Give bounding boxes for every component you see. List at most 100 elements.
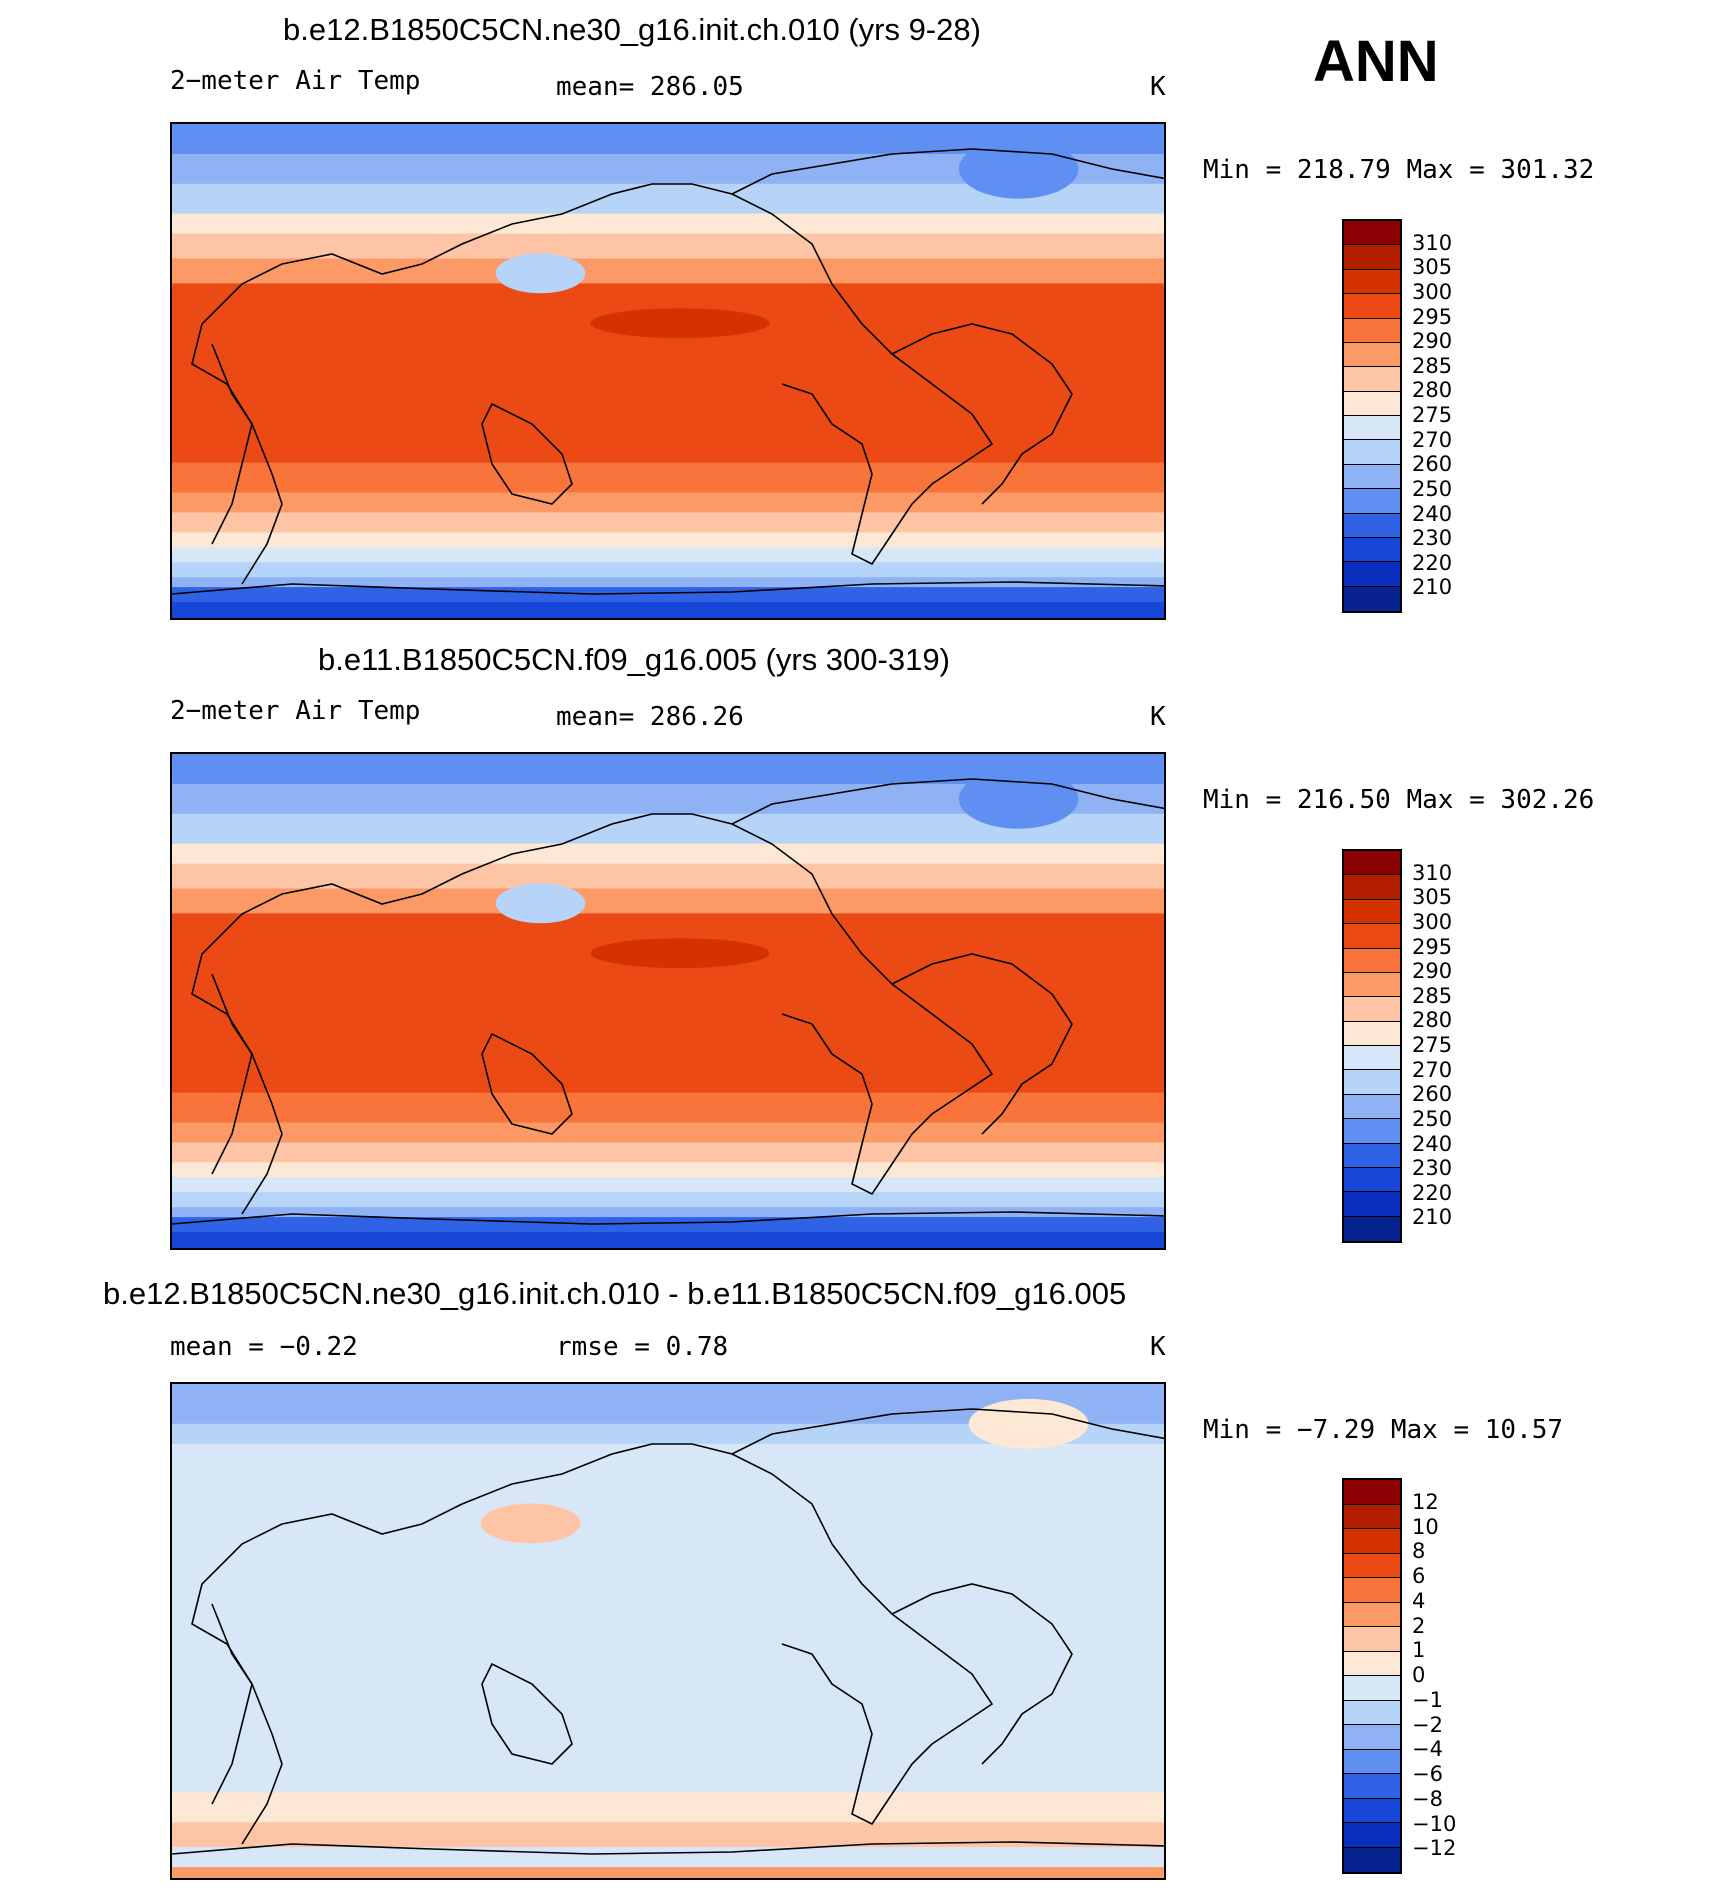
panel-2-colorbar [1342, 849, 1402, 1243]
contour-band [172, 532, 1164, 549]
colorbar-tick-label: 270 [1412, 1057, 1453, 1082]
panel-3-mean-label: mean = −0.22 [170, 1332, 358, 1362]
panel-2-variable-label: 2−meter Air Temp [170, 696, 421, 726]
contour-band [172, 577, 1164, 589]
contour-band [172, 1822, 1164, 1849]
contour-band [172, 888, 1164, 915]
colorbar-swatch [1344, 245, 1400, 270]
contour-band [172, 233, 1164, 260]
colorbar-swatch [1344, 997, 1400, 1022]
contour-band [172, 843, 1164, 865]
colorbar-swatch [1344, 1651, 1400, 1676]
coastline [891, 953, 1073, 1135]
contour-band [172, 1122, 1164, 1144]
contour-band [172, 1792, 1164, 1824]
colorbar-tick-label: 2 [1412, 1613, 1426, 1638]
coastline [172, 581, 1164, 595]
colorbar-swatch [1344, 1676, 1400, 1701]
colorbar-swatch [1344, 464, 1400, 490]
contour-band [172, 1423, 1164, 1445]
contour-band [172, 1192, 1164, 1209]
contour-band [172, 213, 1164, 235]
colorbar-tick-label: 8 [1412, 1539, 1426, 1564]
coastline [172, 1211, 1164, 1225]
contour-band [172, 1847, 1164, 1868]
colorbar-tick-label: 300 [1412, 909, 1453, 934]
colorbar-tick-label: −10 [1412, 1811, 1457, 1836]
contour-band [172, 492, 1164, 514]
warm-pool-region [590, 308, 770, 339]
colorbar-tick-label: 295 [1412, 934, 1453, 959]
coastline [731, 778, 1164, 825]
colorbar-tick-label: −8 [1412, 1786, 1443, 1811]
colorbar-swatch [1344, 391, 1400, 416]
contour-band [172, 1177, 1164, 1194]
coastline [191, 183, 994, 566]
contour-band [172, 547, 1164, 564]
panel-2-mean-label: mean= 286.26 [556, 702, 744, 732]
colorbar-tick-label: 295 [1412, 304, 1453, 329]
colorbar-swatch [1344, 1529, 1400, 1554]
contour-band [172, 1232, 1164, 1248]
colorbar-swatch [1344, 1021, 1400, 1046]
colorbar-tick-label: 280 [1412, 1008, 1453, 1033]
colorbar-swatch [1344, 1847, 1400, 1872]
colorbar-swatch [1344, 586, 1400, 611]
colorbar-tick-label: 240 [1412, 501, 1453, 526]
coastline [481, 1032, 573, 1135]
tibet-cold-region [495, 253, 586, 294]
panel-2-units: K [1150, 702, 1166, 732]
colorbar-swatch [1344, 562, 1400, 587]
contour-band [172, 1142, 1164, 1164]
colorbar-swatch [1344, 1070, 1400, 1095]
colorbar-tick-label: 285 [1412, 353, 1453, 378]
colorbar-swatch [1344, 1046, 1400, 1071]
season-label: ANN [1313, 29, 1439, 94]
colorbar-swatch [1344, 1627, 1400, 1652]
colorbar-swatch [1344, 1749, 1400, 1774]
colorbar-tick-label: 230 [1412, 1156, 1453, 1181]
colorbar-tick-label: 210 [1412, 575, 1453, 600]
panel-1-mean-label: mean= 286.05 [556, 72, 744, 102]
colorbar-swatch [1344, 1216, 1400, 1241]
panel-1-temperature-field [172, 124, 1164, 618]
colorbar-tick-label: −1 [1412, 1687, 1443, 1712]
warm-pool-region [590, 938, 770, 969]
colorbar-swatch [1344, 342, 1400, 368]
colorbar-swatch [1344, 294, 1400, 319]
colorbar-tick-label: 0 [1412, 1663, 1426, 1687]
greenland-difference-region [968, 1398, 1089, 1449]
colorbar-tick-label: 220 [1412, 1180, 1453, 1205]
panel-3-map [170, 1382, 1166, 1880]
colorbar-tick-label: 285 [1412, 983, 1453, 1008]
panel-3-title: b.e12.B1850C5CN.ne30_g16.init.ch.010 - b… [103, 1276, 1127, 1311]
panel-1-title: b.e12.B1850C5CN.ne30_g16.init.ch.010 (yr… [283, 12, 981, 47]
colorbar-swatch [1344, 1094, 1400, 1120]
coastline [891, 323, 1073, 505]
panel-3-rmse-label: rmse = 0.78 [556, 1332, 729, 1362]
colorbar-swatch [1344, 269, 1400, 295]
contour-band [172, 462, 1164, 494]
colorbar-swatch [1344, 1192, 1400, 1217]
colorbar-tick-label: 270 [1412, 427, 1453, 452]
colorbar-tick-label: 250 [1412, 1106, 1453, 1131]
panel-2-title: b.e11.B1850C5CN.f09_g16.005 (yrs 300-319… [318, 642, 950, 677]
coastline [211, 973, 283, 1215]
colorbar-swatch [1344, 318, 1400, 343]
coastline [172, 1841, 1164, 1855]
panel-3-colorbar [1342, 1478, 1402, 1874]
panel-3-minmax: Min = −7.29 Max = 10.57 [1203, 1415, 1564, 1445]
contour-band [172, 587, 1164, 603]
colorbar-swatch [1344, 875, 1400, 900]
coastline [191, 813, 994, 1196]
colorbar-tick-label: 260 [1412, 452, 1453, 477]
colorbar-tick-label: 6 [1412, 1564, 1426, 1588]
colorbar-tick-label: 12 [1412, 1489, 1439, 1514]
contour-band [172, 258, 1164, 285]
colorbar-swatch [1344, 440, 1400, 465]
colorbar-swatch [1344, 221, 1400, 246]
colorbar-tick-label: 1 [1412, 1638, 1426, 1663]
coastline [481, 402, 573, 505]
contour-band [172, 1162, 1164, 1179]
colorbar-swatch [1344, 1143, 1400, 1168]
